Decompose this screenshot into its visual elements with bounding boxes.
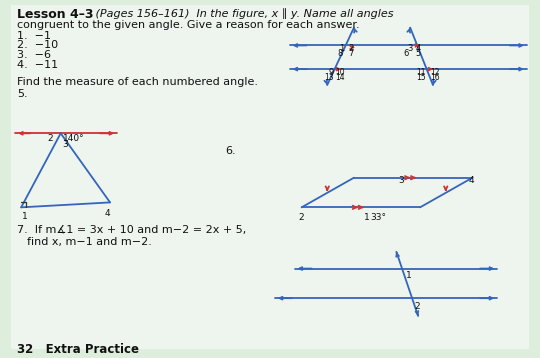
Text: 1: 1 — [364, 213, 369, 222]
Text: 1: 1 — [339, 44, 345, 53]
Text: 32   Extra Practice: 32 Extra Practice — [17, 343, 139, 355]
Text: 4.  −11: 4. −11 — [17, 60, 58, 70]
Text: 10: 10 — [335, 68, 345, 77]
Text: 7: 7 — [348, 49, 353, 58]
FancyBboxPatch shape — [11, 5, 529, 349]
Text: 2: 2 — [414, 302, 420, 311]
Text: 2: 2 — [299, 213, 304, 222]
Text: 2: 2 — [348, 44, 353, 53]
Text: 4: 4 — [469, 176, 474, 185]
Text: 3.  −6: 3. −6 — [17, 50, 51, 61]
Text: 33°: 33° — [370, 213, 387, 222]
Text: congruent to the given angle. Give a reason for each answer.: congruent to the given angle. Give a rea… — [17, 20, 360, 30]
Text: 15: 15 — [416, 73, 426, 82]
Text: 4: 4 — [415, 44, 420, 53]
Text: 3: 3 — [399, 176, 404, 185]
Text: 16: 16 — [430, 73, 440, 82]
Text: 1: 1 — [406, 271, 412, 280]
Text: 5: 5 — [415, 49, 420, 58]
Text: 11: 11 — [416, 68, 426, 77]
Text: Find the measure of each numbered angle.: Find the measure of each numbered angle. — [17, 77, 258, 87]
Text: 5.: 5. — [17, 89, 28, 99]
Text: 7.  If m∡1 = 3x + 10 and m−2 = 2x + 5,: 7. If m∡1 = 3x + 10 and m−2 = 2x + 5, — [17, 225, 246, 235]
Text: 9: 9 — [328, 68, 334, 77]
Text: (Pages 156–161)  In the figure, x ∥ y. Name all angles: (Pages 156–161) In the figure, x ∥ y. Na… — [92, 8, 394, 19]
Text: find x, m−1 and m−2.: find x, m−1 and m−2. — [27, 237, 152, 247]
Text: 12: 12 — [430, 68, 440, 77]
Text: 6: 6 — [403, 49, 409, 58]
Text: 2.  −10: 2. −10 — [17, 40, 58, 50]
Text: 6.: 6. — [226, 146, 236, 156]
Text: 3: 3 — [63, 140, 69, 149]
Text: 140°: 140° — [63, 134, 84, 143]
Text: 8: 8 — [337, 49, 342, 58]
Text: 4: 4 — [104, 209, 110, 218]
Text: 3: 3 — [407, 44, 413, 53]
Text: 2: 2 — [48, 134, 53, 143]
Text: 13: 13 — [325, 73, 334, 82]
Text: 14: 14 — [335, 73, 345, 82]
Text: Lesson 4–3: Lesson 4–3 — [17, 8, 94, 21]
Text: 1.  −1: 1. −1 — [17, 30, 51, 40]
Text: 1: 1 — [22, 212, 28, 221]
